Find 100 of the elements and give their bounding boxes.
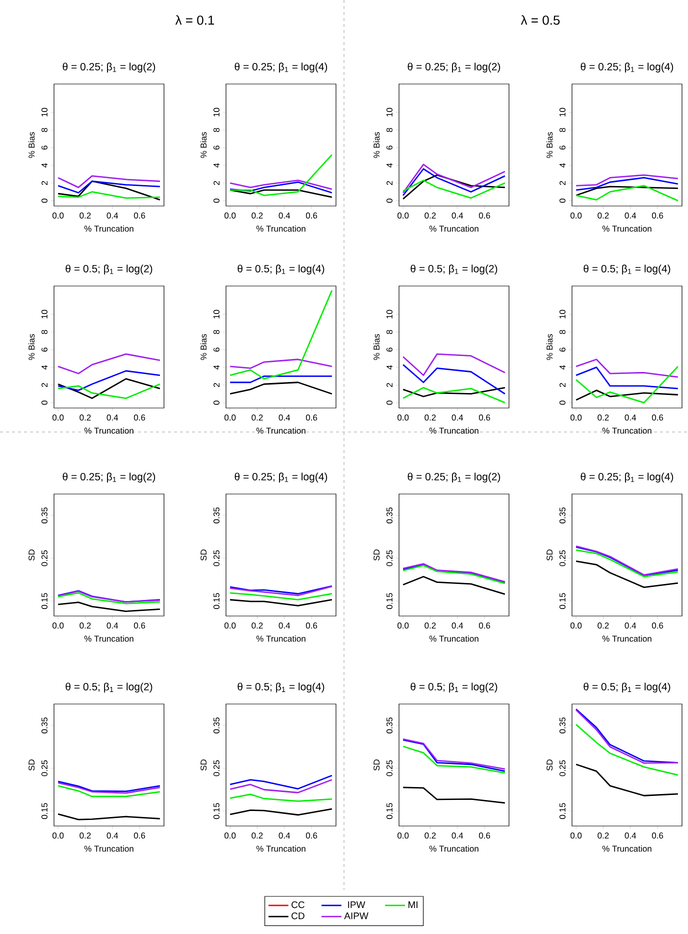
x-tick-label: 0.4 <box>278 212 290 219</box>
y-tick-label: 4 <box>214 163 220 168</box>
x-tick-label: 0.6 <box>652 832 664 839</box>
x-tick-label: 0.2 <box>598 414 609 421</box>
chart-title: θ = 0.25; β$_{1}$ = log(4) <box>234 472 328 482</box>
x-tick-label: 0.2 <box>80 414 91 421</box>
x-axis-title: % Truncation <box>602 225 652 232</box>
line-series <box>402 576 506 595</box>
x-tick-label: 0.0 <box>570 622 582 629</box>
line-series <box>402 174 506 200</box>
line-series <box>575 724 679 776</box>
line-series <box>402 180 506 199</box>
line-series <box>402 786 506 804</box>
y-tick-label: 8 <box>386 330 392 334</box>
y-axis-title: % Bias <box>373 132 380 158</box>
y-tick-label: 8 <box>41 330 48 334</box>
y-tick-label: 2 <box>42 383 48 387</box>
x-tick-label: 0.4 <box>624 832 636 839</box>
x-tick-label: 0.2 <box>252 212 263 219</box>
y-tick-label: 0 <box>213 198 220 203</box>
chart-title: θ = 0.5; β$_{1}$ = log(4) <box>238 682 324 692</box>
x-tick-label: 0.2 <box>424 832 436 839</box>
line-series <box>575 186 679 196</box>
y-tick-label: 0.35 <box>213 507 220 524</box>
legend-label: CD <box>292 912 304 920</box>
chart-title: θ = 0.25; β$_{1}$ = log(2) <box>62 62 156 72</box>
y-tick-label: 0.15 <box>213 803 220 819</box>
x-tick-label: 0.2 <box>598 832 609 839</box>
x-tick-label: 0.4 <box>106 414 118 421</box>
line-series <box>229 382 333 395</box>
x-tick-label: 0.6 <box>306 622 318 629</box>
x-tick-label: 0.6 <box>652 414 664 421</box>
chart-title: θ = 0.5; β$_{1}$ = log(2) <box>66 682 152 692</box>
y-tick-label: 4 <box>42 163 48 168</box>
y-tick-label: 2 <box>214 181 220 185</box>
y-tick-label: 4 <box>386 163 392 168</box>
x-tick-label: 0.2 <box>598 622 609 629</box>
line-series <box>229 794 333 802</box>
chart-title: θ = 0.5; β$_{1}$ = log(4) <box>584 682 670 692</box>
x-tick-label: 0.6 <box>134 622 146 629</box>
x-tick-label: 0.2 <box>252 414 263 421</box>
y-tick-label: 0.15 <box>386 803 392 819</box>
y-tick-label: 4 <box>42 365 48 370</box>
y-axis-title: SD <box>546 760 553 771</box>
line-series <box>575 366 679 404</box>
x-tick-label: 0.2 <box>424 414 436 421</box>
x-axis-title: % Truncation <box>256 635 306 642</box>
y-tick-label: 0.25 <box>559 550 566 566</box>
x-tick-label: 0.2 <box>80 212 91 219</box>
line-series <box>229 592 333 600</box>
x-tick-label: 0.0 <box>52 414 64 421</box>
line-series <box>57 180 161 194</box>
x-tick-label: 0.4 <box>278 622 290 629</box>
x-axis-title: % Truncation <box>84 427 134 434</box>
chart-title: θ = 0.5; β$_{1}$ = log(4) <box>238 264 324 274</box>
line-series <box>57 191 161 199</box>
x-tick-label: 0.4 <box>106 832 118 839</box>
y-axis-title: % Bias <box>546 132 553 158</box>
y-tick-label: 0.35 <box>41 507 48 524</box>
y-axis-title: SD <box>200 760 207 771</box>
x-tick-label: 0.0 <box>52 212 64 219</box>
x-axis-title: % Truncation <box>602 427 652 434</box>
x-tick-label: 0.0 <box>224 414 236 421</box>
y-axis-title: SD <box>374 760 380 771</box>
y-tick-label: 6 <box>559 348 566 352</box>
x-tick-label: 0.0 <box>398 414 409 421</box>
y-tick-label: 0 <box>213 400 220 405</box>
y-tick-label: 0.35 <box>386 717 392 734</box>
y-tick-label: 0.15 <box>41 593 48 609</box>
legend-label: IPW <box>348 901 366 908</box>
y-tick-label: 6 <box>213 146 220 150</box>
line-series <box>575 366 679 390</box>
y-tick-label: 2 <box>386 181 392 185</box>
x-tick-label: 0.0 <box>570 212 582 219</box>
x-tick-label: 0.6 <box>134 832 146 839</box>
y-tick-label: 4 <box>560 163 566 168</box>
x-tick-label: 0.0 <box>398 832 409 839</box>
y-tick-label: 10 <box>213 310 220 318</box>
x-tick-label: 0.0 <box>52 622 64 629</box>
y-tick-label: 0.25 <box>213 760 220 776</box>
line-series <box>229 181 333 194</box>
y-tick-label: 6 <box>559 146 566 150</box>
line-series <box>575 764 679 796</box>
chart-title: θ = 0.25; β$_{1}$ = log(2) <box>408 472 500 482</box>
x-tick-label: 0.0 <box>52 832 64 839</box>
legend-label: MI <box>408 901 418 908</box>
y-tick-label: 0.25 <box>386 550 392 566</box>
y-tick-label: 8 <box>213 128 220 132</box>
y-tick-label: 8 <box>559 330 566 334</box>
x-tick-label: 0.4 <box>278 832 290 839</box>
line-series <box>229 180 333 190</box>
x-tick-label: 0.0 <box>570 414 582 421</box>
y-axis-title: % Bias <box>373 334 380 360</box>
line-series <box>57 175 161 188</box>
line-series <box>402 386 506 398</box>
x-axis-title: % Truncation <box>602 845 652 852</box>
x-tick-label: 0.0 <box>224 832 236 839</box>
x-tick-label: 0.0 <box>570 832 582 839</box>
line-series <box>402 353 506 376</box>
y-tick-label: 4 <box>214 365 220 370</box>
